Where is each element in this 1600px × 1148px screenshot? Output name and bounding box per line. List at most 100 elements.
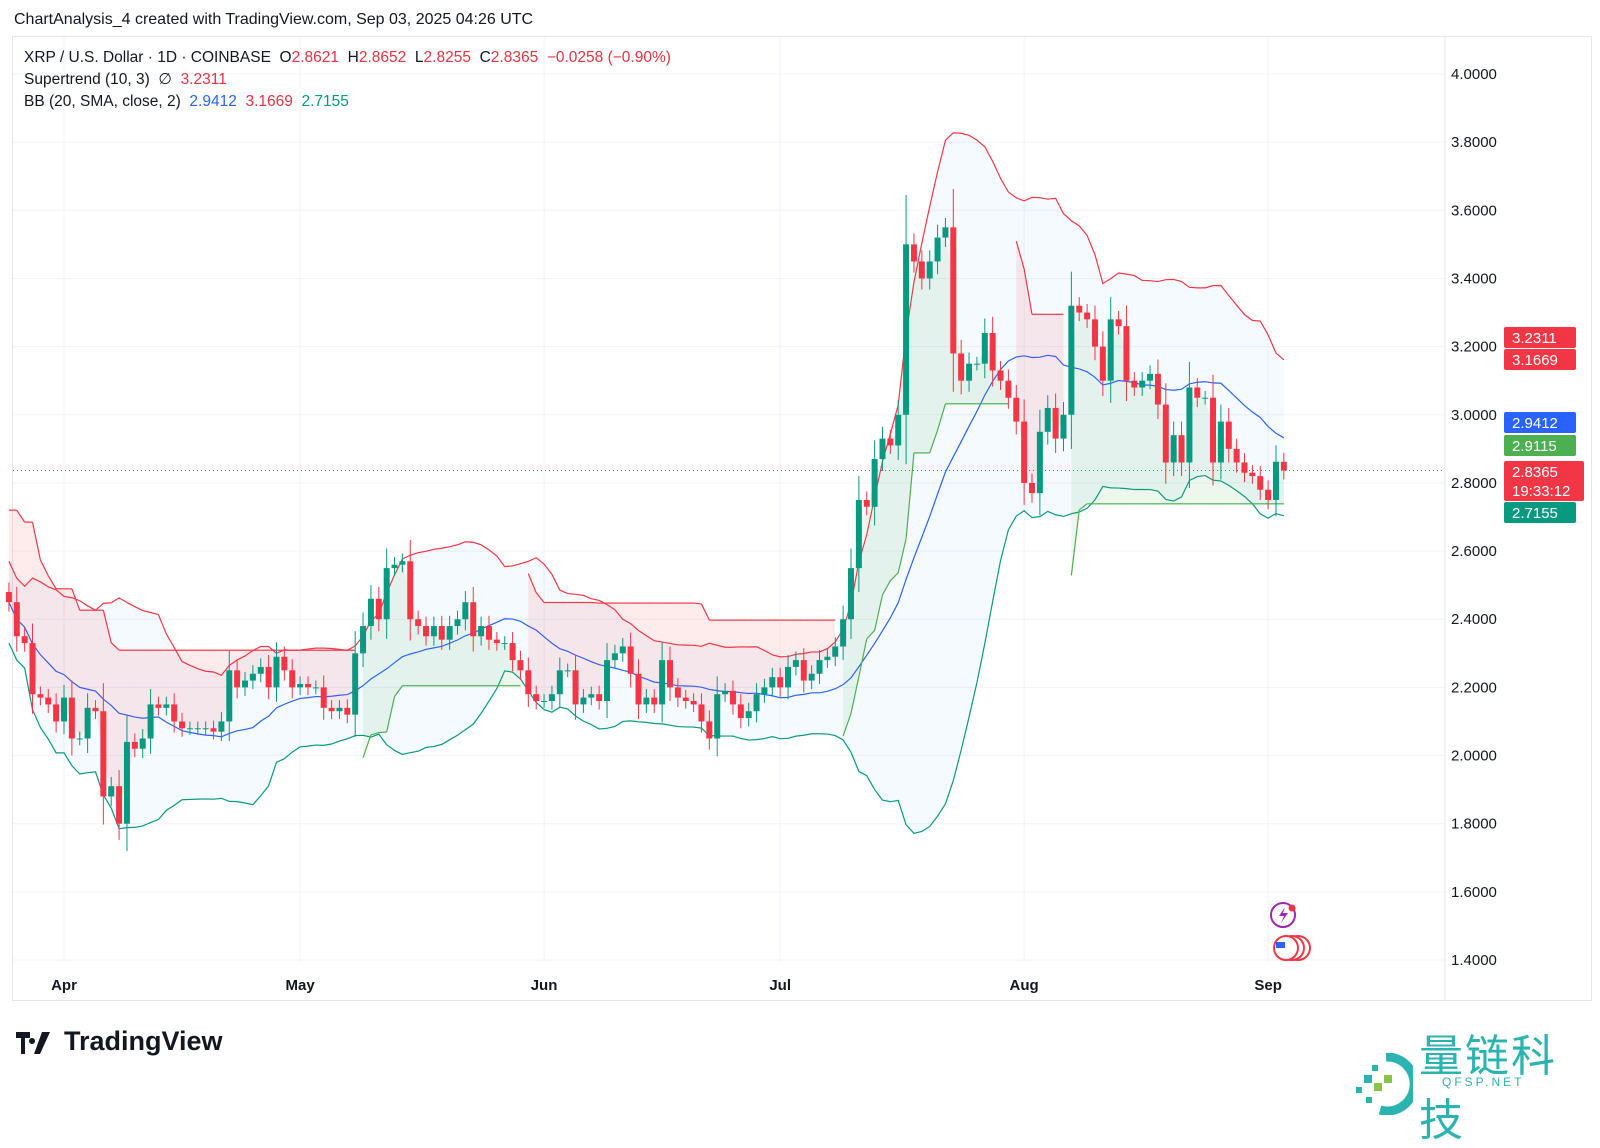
- candle-body: [76, 738, 83, 740]
- candle-body: [186, 728, 193, 730]
- y-tick-label: 3.2000: [1451, 339, 1497, 356]
- supertrend-title[interactable]: Supertrend (10, 3): [24, 71, 150, 88]
- supertrend-fill: [780, 620, 789, 683]
- candle: [155, 696, 162, 716]
- candle: [1036, 409, 1043, 516]
- candle: [722, 683, 729, 702]
- price-label-2.9412: [1504, 412, 1576, 433]
- supertrend-fill: [1150, 377, 1158, 504]
- candle-body: [1005, 380, 1012, 398]
- y-tick-label: 2.2000: [1451, 679, 1497, 696]
- candle: [627, 632, 634, 688]
- symbol-title[interactable]: XRP / U.S. Dollar · 1D · COINBASE: [24, 49, 271, 66]
- bb-lower-line: [8, 474, 1285, 834]
- supertrend-line: [1015, 240, 1025, 270]
- candle: [737, 694, 744, 729]
- candle: [509, 632, 516, 672]
- price-label-text: 3.2311: [1512, 330, 1557, 347]
- candle-body: [360, 626, 367, 654]
- supertrend-fill: [921, 269, 930, 453]
- candle: [470, 586, 477, 652]
- candle-body: [824, 656, 831, 661]
- candle: [407, 540, 414, 641]
- close-label: C: [479, 49, 491, 66]
- supertrend-line: [874, 594, 884, 631]
- supertrend-fill: [567, 602, 576, 688]
- candle-body: [493, 639, 500, 644]
- supertrend-fill: [1157, 389, 1166, 504]
- price-label-2.7155: [1504, 502, 1576, 523]
- candle-body: [304, 683, 311, 688]
- candle: [352, 631, 359, 737]
- bb-basis-value: 2.9412: [189, 93, 237, 110]
- candle: [68, 680, 75, 756]
- y-tick-label: 1.4000: [1451, 952, 1497, 969]
- x-tick-label: Jul: [769, 977, 791, 994]
- candle: [423, 616, 430, 646]
- x-tick-label: May: [286, 977, 316, 994]
- supertrend-fill: [111, 642, 120, 805]
- candle-body: [328, 707, 335, 712]
- candle-body: [966, 363, 973, 381]
- y-tick-label: 1.6000: [1451, 884, 1497, 901]
- supertrend-line: [889, 572, 899, 582]
- supertrend-fill: [433, 631, 442, 686]
- supertrend-fill: [189, 650, 198, 729]
- candle-body: [399, 561, 406, 565]
- candle: [320, 675, 327, 720]
- candle: [792, 651, 799, 676]
- candle: [517, 650, 524, 680]
- y-tick-label: 3.8000: [1451, 134, 1497, 151]
- supertrend-fill: [732, 620, 741, 712]
- candle-body: [800, 660, 807, 681]
- candle: [619, 637, 626, 662]
- candle: [1210, 374, 1217, 486]
- candle-body: [1202, 397, 1209, 399]
- supertrend-line: [1023, 268, 1033, 315]
- candle-body: [698, 704, 705, 722]
- candle: [139, 729, 146, 759]
- supertrend-fill: [756, 620, 765, 703]
- candle: [682, 689, 689, 709]
- candle-body: [934, 237, 941, 262]
- supertrend-line: [110, 642, 120, 651]
- candle: [367, 585, 374, 640]
- candle-body: [312, 687, 319, 689]
- candle: [1005, 369, 1012, 409]
- supertrend-fill: [725, 620, 733, 698]
- candlestick-chart[interactable]: 4.0000 3.8000 3.6000 3.4000 3.2000 3.0000 2.80…: [0, 0, 1600, 1102]
- candle: [485, 615, 492, 650]
- candle-body: [918, 261, 925, 279]
- candle-body: [635, 673, 642, 705]
- candle-body: [336, 707, 343, 712]
- candle-body: [651, 697, 658, 705]
- supertrend-fill: [622, 603, 631, 661]
- candle-body: [1021, 421, 1028, 483]
- supertrend-line: [700, 603, 710, 621]
- candle-body: [470, 602, 477, 637]
- supertrend-fill: [866, 482, 875, 639]
- bb-title[interactable]: BB (20, SMA, close, 2): [24, 93, 181, 110]
- candle-body: [1210, 397, 1217, 463]
- candle-body: [729, 690, 736, 705]
- candle-body: [430, 626, 437, 637]
- candle: [596, 685, 603, 710]
- candle: [588, 686, 595, 706]
- candle: [1217, 404, 1224, 480]
- candle: [76, 731, 83, 746]
- supertrend-fill: [87, 610, 96, 724]
- candle: [1272, 445, 1279, 517]
- candle: [13, 586, 20, 652]
- price-label-text: 2.9412: [1512, 415, 1558, 432]
- candle: [1115, 310, 1122, 335]
- hidden-source-icon: ∅: [158, 71, 172, 88]
- candle: [816, 649, 823, 684]
- supertrend-line: [929, 430, 939, 454]
- candle: [84, 693, 91, 753]
- supertrend-fill: [646, 603, 655, 702]
- supertrend-fill: [630, 603, 639, 690]
- candle: [1052, 393, 1059, 454]
- candle: [438, 615, 445, 650]
- candle: [659, 642, 666, 723]
- high-value: 2.8652: [358, 49, 407, 66]
